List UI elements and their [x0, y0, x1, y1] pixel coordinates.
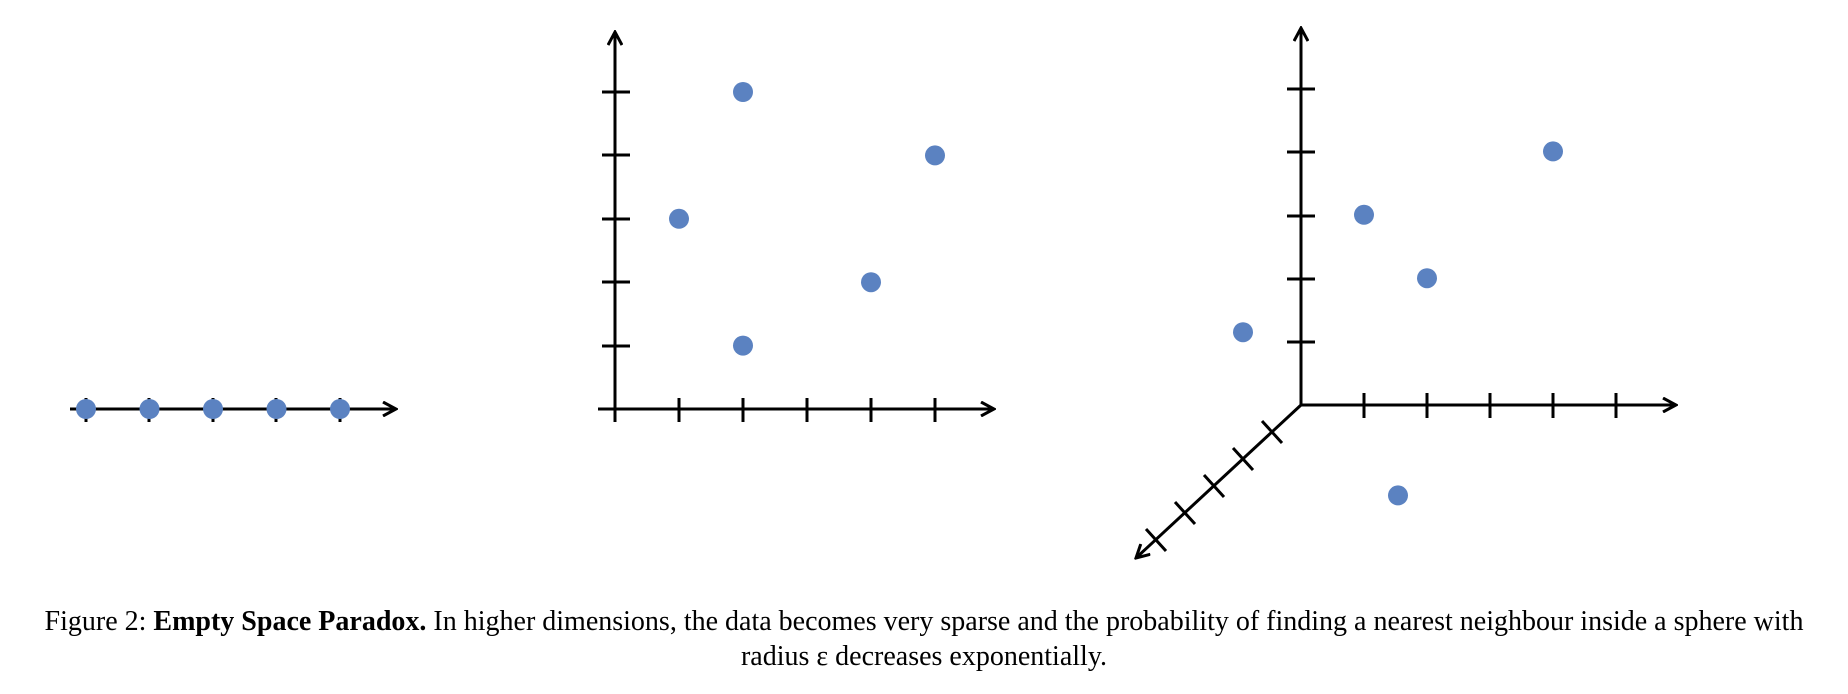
y-ticks-2d [602, 90, 630, 348]
z-tick-3d [1202, 473, 1226, 499]
figure-canvas [70, 0, 1848, 590]
x-ticks-2d [613, 398, 937, 422]
data-point-3d [1233, 322, 1253, 343]
data-point-2d [733, 335, 753, 356]
panel-3d-space [1136, 28, 1676, 558]
data-point-1d [139, 399, 160, 419]
panel-1d-line [70, 398, 396, 422]
z-tick-3d [1144, 527, 1168, 553]
points-3d [1233, 141, 1563, 506]
data-point-2d [733, 82, 753, 102]
z-axis-3d [1136, 403, 1303, 558]
panel-2d-plane [598, 32, 994, 422]
data-point-3d [1543, 141, 1563, 162]
z-ticks-3d [1144, 419, 1284, 553]
data-point-3d [1388, 485, 1408, 506]
data-point-3d [1417, 268, 1437, 289]
data-point-1d [76, 399, 96, 419]
z-tick-3d [1231, 446, 1255, 472]
data-point-1d [330, 399, 350, 419]
data-point-3d [1354, 204, 1374, 225]
points-1d [76, 399, 350, 419]
data-point-2d [925, 145, 945, 166]
caption-label: Figure 2: [44, 606, 147, 637]
z-tick-3d [1173, 500, 1197, 526]
data-point-2d [861, 272, 881, 293]
data-point-1d [266, 399, 287, 419]
data-point-1d [203, 399, 223, 419]
points-2d [669, 82, 945, 356]
data-point-2d [669, 208, 689, 229]
y-ticks-3d [1287, 87, 1315, 344]
caption-title: Empty Space Paradox. [153, 606, 427, 637]
figure-caption: Figure 2: Empty Space Paradox. In higher… [40, 604, 1808, 674]
z-tick-3d [1260, 419, 1284, 445]
caption-text: In higher dimensions, the data becomes v… [433, 606, 1804, 672]
x-ticks-3d [1362, 393, 1618, 418]
